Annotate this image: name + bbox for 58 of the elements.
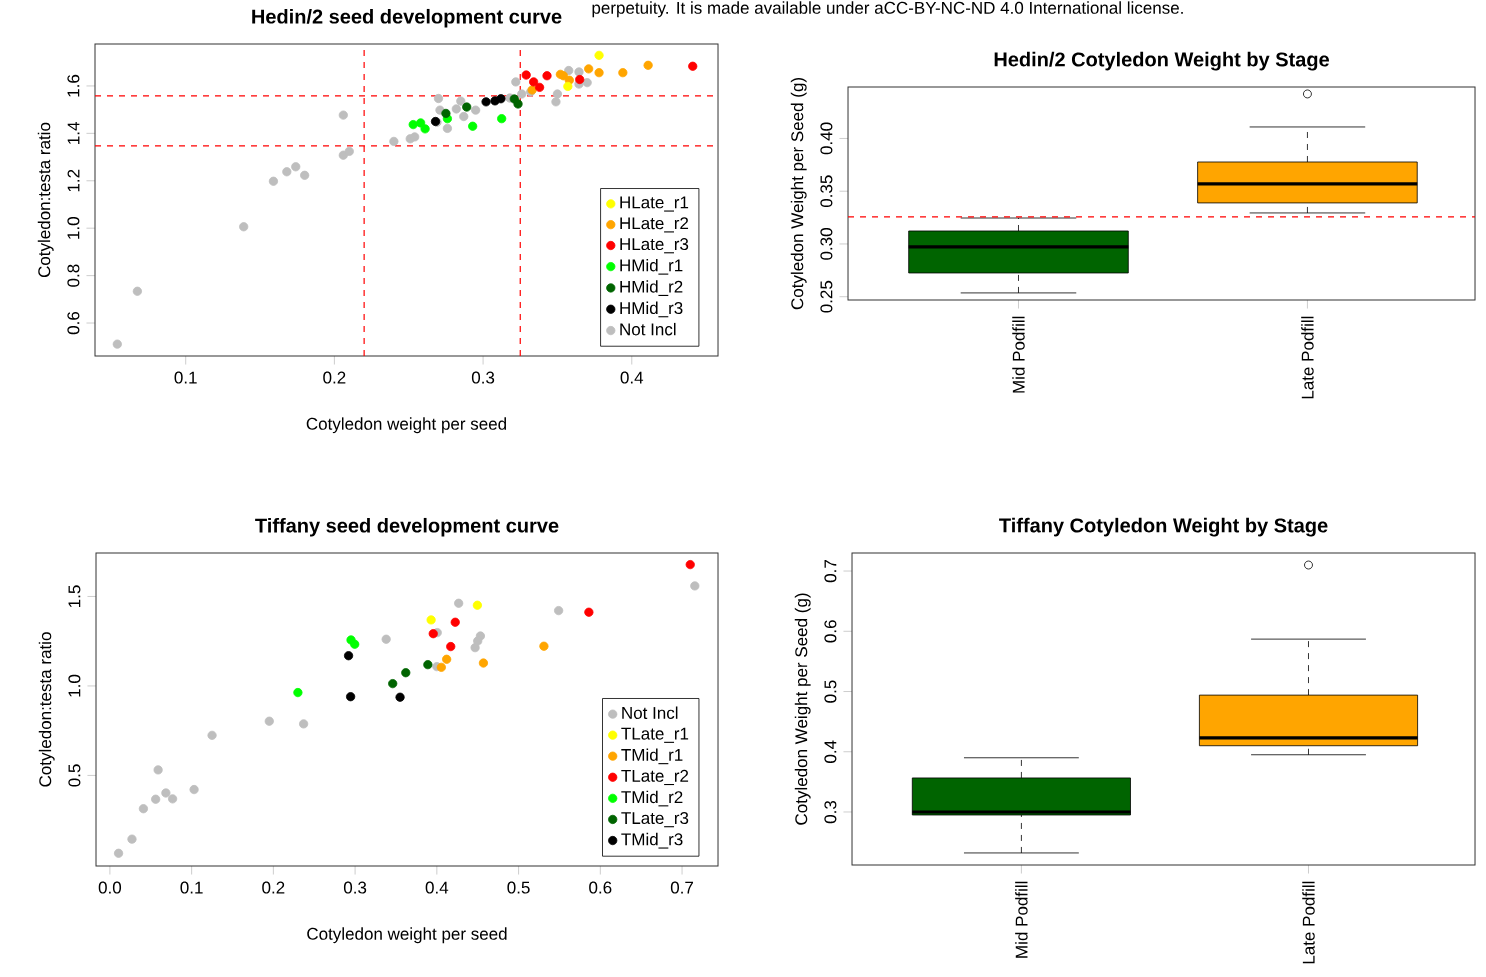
x-tick-label: 0.1 <box>174 371 197 384</box>
legend-label: TLate_r3 <box>621 812 689 828</box>
x-tick-label: 0.0 <box>98 881 122 894</box>
legend-label: Not Incl <box>620 322 676 336</box>
x-tick-label: 0.1 <box>180 881 203 894</box>
text: perpetuity. It is made available under aCC-BY-NC-ND 4.0 International license. <box>592 1 1183 18</box>
x-tick-label: Mid Podfill <box>1015 881 1028 958</box>
y-tick-label: 0.8 <box>67 264 80 287</box>
legend-label: TMid_r3 <box>621 832 683 849</box>
y-tick-label: 0.6 <box>824 620 837 643</box>
legend-label: TMid_r2 <box>621 790 683 807</box>
y-tick-label: 1.6 <box>67 74 80 97</box>
x-tick-label: Late Podfill <box>1302 881 1315 964</box>
x-tick-label: 0.4 <box>620 371 644 384</box>
legend-label: TLate_r1 <box>621 727 689 743</box>
legend-label: TLate_r2 <box>621 769 689 786</box>
y-tick-label: 1.0 <box>67 217 80 239</box>
chart-title: Tiffany seed development curve <box>255 517 559 537</box>
y-tick-label: 1.0 <box>68 674 81 697</box>
y-tick-label: 0.5 <box>824 680 837 703</box>
y-tick-label: 0.5 <box>68 764 81 787</box>
x-tick-label: 0.6 <box>589 881 612 894</box>
legend-label: TMid_r1 <box>621 748 683 765</box>
y-tick-label: 0.35 <box>820 175 833 208</box>
y-tick-label: 1.4 <box>67 122 80 144</box>
y-tick-label: 1.2 <box>67 169 80 192</box>
x-tick-label: 0.2 <box>323 371 346 384</box>
x-tick-label: Mid Podfill <box>1012 316 1025 393</box>
y-tick-label: 0.7 <box>824 560 837 583</box>
x-tick-label: 0.4 <box>425 881 449 894</box>
chart-title: Hedin/2 Cotyledon Weight by Stage <box>994 51 1330 71</box>
legend-label: HMid_r3 <box>620 301 683 318</box>
x-tick-label: 0.5 <box>507 881 530 894</box>
x-tick-label: 0.3 <box>471 371 495 384</box>
y-tick-label: 0.3 <box>824 800 837 824</box>
x-axis-title: Cotyledon weight per seed <box>306 417 507 434</box>
x-tick-label: Late Podfill <box>1301 316 1314 399</box>
y-axis-title: Cotyledon:testa ratio <box>38 632 55 787</box>
legend-label: HMid_r1 <box>620 258 683 275</box>
legend-label: HLate_r1 <box>620 196 689 212</box>
chart-title: Tiffany Cotyledon Weight by Stage <box>999 517 1328 537</box>
chart-title: Hedin/2 seed development curve <box>252 8 562 28</box>
y-tick-label: 0.40 <box>820 122 833 155</box>
y-tick-label: 0.4 <box>824 740 837 763</box>
y-tick-label: 0.25 <box>820 280 833 313</box>
x-tick-label: 0.2 <box>262 881 285 894</box>
y-axis-title: Cotyledon:testa ratio <box>37 122 54 278</box>
x-axis-title: Cotyledon weight per seed <box>307 927 507 944</box>
y-axis-title: Cotyledon Weight per Seed (g) <box>790 78 807 310</box>
legend-label: HLate_r2 <box>620 217 689 233</box>
legend-label: HMid_r2 <box>620 280 683 296</box>
y-tick-label: 1.5 <box>68 585 81 607</box>
y-tick-label: 0.30 <box>820 228 833 260</box>
legend-label: Not Incl <box>622 706 678 719</box>
x-tick-label: 0.3 <box>343 881 367 894</box>
y-axis-title: Cotyledon Weight per Seed (g) <box>794 593 811 825</box>
x-tick-label: 0.7 <box>670 881 694 894</box>
legend-label: HLate_r3 <box>620 238 689 254</box>
